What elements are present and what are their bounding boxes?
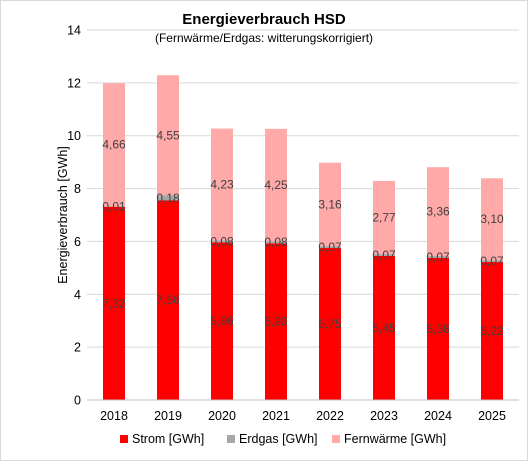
y-axis-title: Energieverbrauch [GWh] bbox=[56, 146, 70, 284]
data-label: 3,10 bbox=[480, 212, 504, 226]
x-tick-label: 2023 bbox=[370, 409, 398, 423]
legend-label: Fernwärme [GWh] bbox=[344, 432, 446, 446]
data-label: 5,38 bbox=[426, 322, 450, 336]
data-label: 4,25 bbox=[264, 178, 288, 192]
bar-segment bbox=[157, 75, 179, 196]
gridlines bbox=[87, 29, 519, 348]
bar-segment bbox=[103, 206, 125, 400]
bar-segment bbox=[373, 180, 395, 255]
y-tick-label: 4 bbox=[74, 288, 81, 302]
x-tick-label: 2021 bbox=[262, 409, 290, 423]
bar-segment bbox=[319, 162, 341, 247]
bars bbox=[103, 75, 503, 400]
bar-segment bbox=[481, 178, 503, 261]
x-tick-label: 2025 bbox=[478, 409, 506, 423]
data-label: 0,08 bbox=[210, 234, 234, 248]
data-label: 0,07 bbox=[318, 240, 342, 254]
legend-label: Erdgas [GWh] bbox=[239, 432, 318, 446]
bar-segment bbox=[481, 260, 503, 263]
bar-segment bbox=[319, 248, 341, 400]
bar-segment bbox=[427, 255, 449, 258]
data-label: 0,01 bbox=[102, 199, 126, 213]
data-label: 4,55 bbox=[156, 128, 180, 142]
bar-segment bbox=[157, 200, 179, 400]
data-label: 4,66 bbox=[102, 138, 126, 152]
data-label: 0,07 bbox=[426, 250, 450, 264]
data-label: 5,45 bbox=[372, 321, 396, 335]
x-tick-label: 2019 bbox=[154, 409, 182, 423]
bar-segment bbox=[211, 240, 233, 243]
bar-segment bbox=[265, 241, 287, 244]
chart-subtitle: (Fernwärme/Erdgas: witterungskorrigiert) bbox=[155, 31, 373, 45]
data-label: 0,18 bbox=[156, 191, 180, 205]
data-label: 7,56 bbox=[156, 293, 180, 307]
legend: Strom [GWh] Erdgas [GWh] Fernwärme [GWh] bbox=[120, 432, 446, 446]
axes: 0 2 4 6 8 10 12 14 2018 2019 2020 2021 2022 2023 2024 2… bbox=[67, 24, 519, 423]
data-label: 5,22 bbox=[480, 324, 504, 338]
bar-segment bbox=[373, 254, 395, 256]
legend-swatch bbox=[227, 435, 235, 443]
y-tick-label: 10 bbox=[67, 129, 81, 143]
y-tick-label: 0 bbox=[74, 394, 81, 408]
data-label: 3,36 bbox=[426, 205, 450, 219]
data-label: 2,77 bbox=[372, 211, 396, 225]
bar-segment bbox=[103, 83, 125, 207]
legend-swatch bbox=[120, 435, 128, 443]
y-tick-label: 6 bbox=[74, 235, 81, 249]
bar-segment bbox=[265, 128, 287, 242]
bar-segment bbox=[103, 206, 125, 207]
data-label: 0,07 bbox=[372, 248, 396, 262]
data-label: 5,93 bbox=[264, 315, 288, 329]
data-label: 0,08 bbox=[264, 235, 288, 249]
data-label: 4,23 bbox=[210, 177, 234, 191]
bar-segment bbox=[373, 255, 395, 400]
y-tick-label: 12 bbox=[67, 76, 81, 90]
bar-segment bbox=[481, 262, 503, 400]
y-tick-label: 8 bbox=[74, 182, 81, 196]
data-label: 5,75 bbox=[318, 317, 342, 331]
data-label: 3,16 bbox=[318, 197, 342, 211]
x-tick-label: 2024 bbox=[424, 409, 452, 423]
legend-label: Strom [GWh] bbox=[132, 432, 204, 446]
x-tick-label: 2018 bbox=[100, 409, 128, 423]
data-label: 7,32 bbox=[102, 296, 126, 310]
bar-segment bbox=[211, 128, 233, 241]
data-label: 5,96 bbox=[210, 314, 234, 328]
bar-segment bbox=[427, 167, 449, 256]
y-tick-label: 2 bbox=[74, 341, 81, 355]
bar-segment bbox=[265, 243, 287, 400]
bar-segment bbox=[319, 246, 341, 249]
x-tick-label: 2020 bbox=[208, 409, 236, 423]
data-labels: 7,32 0,01 4,66 7,56 0,18 4,55 5,96 0,08 4,23 5,93… bbox=[102, 128, 504, 338]
data-label: 0,07 bbox=[480, 254, 504, 268]
chart-title: Energieverbrauch HSD bbox=[182, 11, 346, 28]
x-tick-label: 2022 bbox=[316, 409, 344, 423]
bar-segment bbox=[427, 257, 449, 400]
bar-segment bbox=[211, 242, 233, 400]
y-tick-label: 14 bbox=[67, 24, 81, 38]
bar-segment bbox=[157, 195, 179, 201]
legend-swatch bbox=[332, 435, 340, 443]
